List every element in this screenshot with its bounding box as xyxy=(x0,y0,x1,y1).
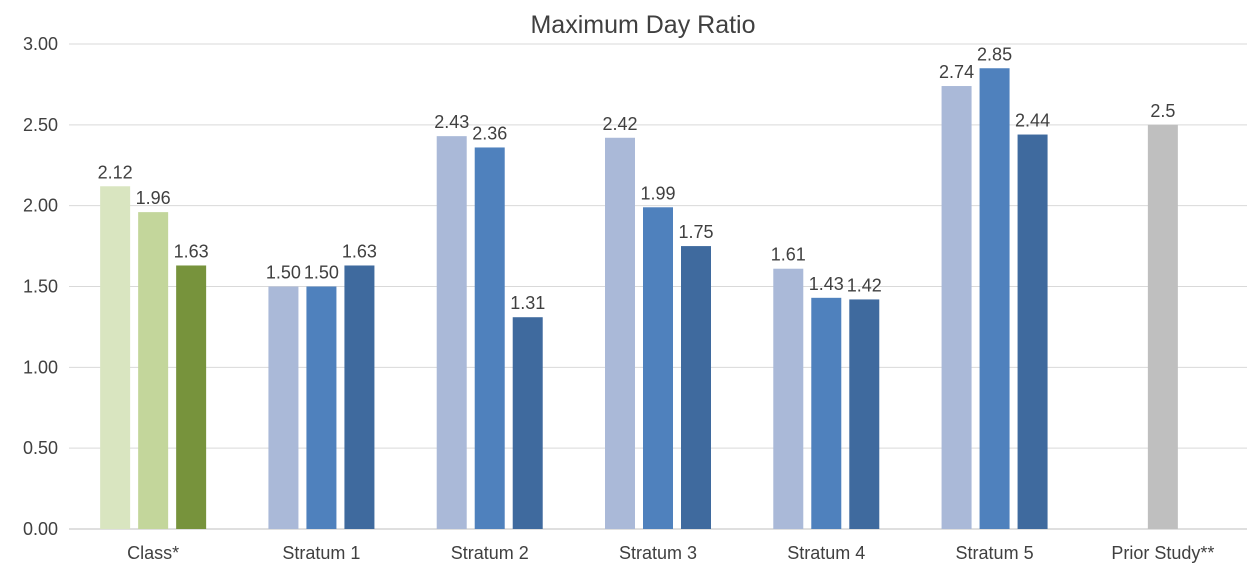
data-label: 2.36 xyxy=(472,123,507,143)
x-category-label: Prior Study** xyxy=(1111,543,1214,563)
data-label: 2.74 xyxy=(939,62,974,82)
data-label: 1.99 xyxy=(640,183,675,203)
data-label: 2.43 xyxy=(434,112,469,132)
bar xyxy=(643,207,673,530)
data-label: 1.42 xyxy=(847,275,882,295)
data-label: 2.42 xyxy=(602,114,637,134)
data-label: 1.50 xyxy=(266,263,301,283)
bar xyxy=(941,86,972,530)
data-label: 2.12 xyxy=(98,162,133,182)
bar xyxy=(268,286,299,529)
x-category-label: Stratum 4 xyxy=(787,543,865,563)
bar xyxy=(979,68,1010,529)
y-tick-label: 3.00 xyxy=(23,34,58,54)
data-label: 1.75 xyxy=(678,222,713,242)
bar xyxy=(176,265,207,529)
data-label: 1.31 xyxy=(510,293,545,313)
bar xyxy=(773,268,804,529)
bar xyxy=(681,246,711,530)
x-category-label: Stratum 1 xyxy=(282,543,360,563)
bar xyxy=(605,137,635,529)
bar xyxy=(512,317,543,529)
bar xyxy=(849,299,880,529)
y-tick-label: 1.00 xyxy=(23,357,58,377)
data-labels: 2.121.961.631.50 1.501.632.432.361.312.42… xyxy=(98,44,1176,313)
x-category-label: Class* xyxy=(127,543,179,563)
x-category-label: Stratum 2 xyxy=(451,543,529,563)
bar xyxy=(306,286,337,529)
x-category-label: Stratum 3 xyxy=(619,543,697,563)
bar xyxy=(100,186,131,529)
data-label: 2.5 xyxy=(1150,101,1175,121)
y-tick-label: 0.50 xyxy=(23,438,58,458)
data-label: 1.63 xyxy=(342,241,377,261)
y-axis-tick-labels: 0.00 0.50 1.00 1.50 2.00 2.50 3.00 xyxy=(23,34,58,539)
chart-title: Maximum Day Ratio xyxy=(530,11,755,39)
data-label: 1.43 xyxy=(809,274,844,294)
x-axis-category-labels: Class* Stratum 1 Stratum 2 Stratum 3 Stratum… xyxy=(127,543,1214,563)
data-label: 1.61 xyxy=(771,245,806,265)
data-label: 2.44 xyxy=(1015,111,1050,131)
data-label: 1.50 xyxy=(304,263,339,283)
y-tick-label: 2.50 xyxy=(23,115,58,135)
data-label: 1.63 xyxy=(174,241,209,261)
data-label: 1.96 xyxy=(136,188,171,208)
x-category-label: Stratum 5 xyxy=(956,543,1034,563)
bar xyxy=(344,265,375,529)
y-tick-label: 0.00 xyxy=(23,519,58,539)
bar xyxy=(1147,124,1178,529)
bar xyxy=(1017,134,1048,530)
bar xyxy=(811,297,842,529)
bar xyxy=(436,136,467,529)
y-tick-label: 2.00 xyxy=(23,196,58,216)
y-tick-label: 1.50 xyxy=(23,277,58,297)
data-label: 2.85 xyxy=(977,44,1012,64)
bar xyxy=(474,147,505,529)
bars xyxy=(100,68,1178,530)
bar xyxy=(138,212,169,529)
